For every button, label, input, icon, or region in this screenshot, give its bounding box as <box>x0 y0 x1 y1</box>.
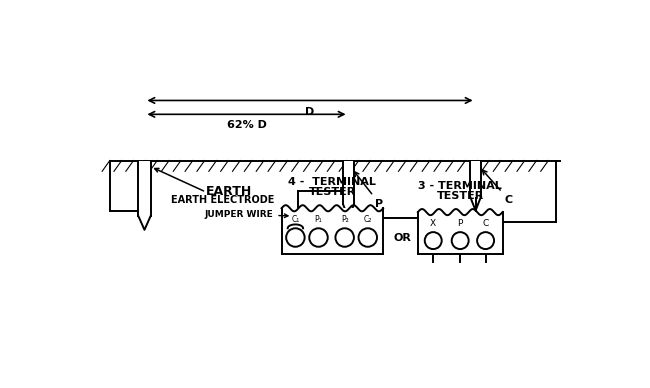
Text: TESTER: TESTER <box>309 187 356 197</box>
Bar <box>470 161 481 197</box>
Text: 4 -  TERMINAL: 4 - TERMINAL <box>289 177 376 187</box>
Text: P: P <box>354 172 383 209</box>
Circle shape <box>309 228 328 247</box>
Text: EARTH: EARTH <box>206 185 252 198</box>
Text: C: C <box>482 219 489 228</box>
Circle shape <box>335 228 354 247</box>
Text: C: C <box>482 170 513 205</box>
Bar <box>343 161 354 204</box>
Text: C₂: C₂ <box>363 215 372 223</box>
Text: 3 - TERMINAL: 3 - TERMINAL <box>419 180 502 191</box>
Text: C₁: C₁ <box>291 215 300 223</box>
Circle shape <box>452 232 469 249</box>
Circle shape <box>359 228 377 247</box>
Text: JUMPER WIRE: JUMPER WIRE <box>205 210 288 219</box>
Circle shape <box>424 232 442 249</box>
Text: 62% D: 62% D <box>227 121 266 130</box>
Text: P: P <box>458 219 463 228</box>
Bar <box>418 212 502 255</box>
Text: X: X <box>430 219 436 228</box>
Text: P₂: P₂ <box>341 215 348 223</box>
Circle shape <box>286 228 305 247</box>
Bar <box>138 161 151 216</box>
Text: TESTER: TESTER <box>437 191 484 201</box>
Text: EARTH ELECTRODE: EARTH ELECTRODE <box>155 168 275 205</box>
Circle shape <box>477 232 494 249</box>
Text: P₁: P₁ <box>315 215 322 223</box>
Bar <box>281 208 383 255</box>
Text: OR: OR <box>393 232 411 242</box>
Text: D: D <box>306 107 315 117</box>
